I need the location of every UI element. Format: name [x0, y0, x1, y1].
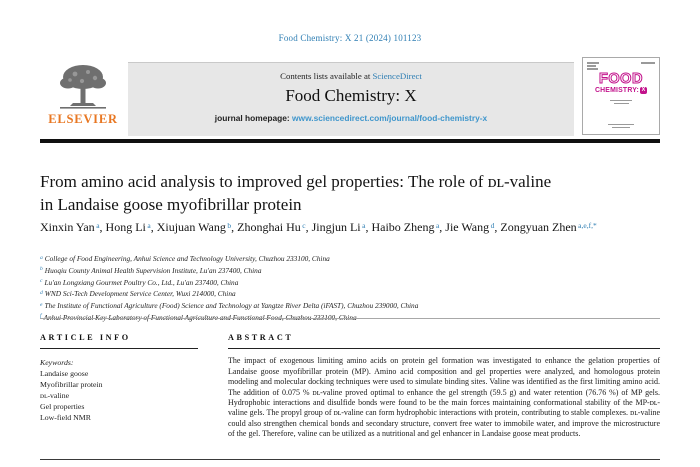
- affiliations-divider: [40, 318, 660, 319]
- homepage-line: journal homepage: www.sciencedirect.com/…: [128, 113, 574, 123]
- author: Zhonghai Hu c: [237, 220, 306, 234]
- cover-title-food: FOOD: [599, 71, 643, 87]
- affiliation-list: a College of Food Engineering, Anhui Scie…: [40, 254, 660, 325]
- author-list: Xinxin Yan a, Hong Li a, Xiujuan Wang b, Zh…: [40, 220, 597, 234]
- author: Haibo Zheng a: [371, 220, 440, 234]
- author: Zongyuan Zhen a,e,f,*: [500, 220, 597, 234]
- article-title-line1: From amino acid analysis to improved gel…: [40, 172, 552, 191]
- author: Xinxin Yan a: [40, 220, 100, 234]
- cover-x-badge: X: [640, 87, 648, 94]
- cover-issn-bar: [641, 62, 655, 65]
- contents-line: Contents lists available at ScienceDirec…: [128, 71, 574, 81]
- elsevier-tree-icon: [60, 65, 106, 109]
- journal-banner: Contents lists available at ScienceDirec…: [128, 62, 574, 136]
- author: Jingjun Li a: [311, 220, 366, 234]
- author-affiliation-superscript: a: [147, 220, 151, 230]
- cover-smalltext-bars: [587, 62, 599, 71]
- keyword-list: Landaise goose Myofibrillar protein ᴅʟ-val…: [40, 368, 198, 423]
- keywords-label: Keywords:: [40, 358, 74, 368]
- author-affiliation-superscript: a: [435, 220, 440, 230]
- elsevier-logo: ELSEVIER: [40, 62, 126, 136]
- article-title-line2: in Landaise goose myofibrillar protein: [40, 195, 302, 214]
- affiliation-superscript: e: [40, 301, 43, 308]
- author-affiliation-superscript: b: [227, 220, 232, 230]
- article-info-column: ARTICLE INFO Keywords: Landaise goose Myo…: [40, 333, 198, 440]
- affiliation-superscript: b: [40, 266, 43, 273]
- keyword-item: Low-field NMR: [40, 413, 91, 423]
- sciencedirect-link[interactable]: ScienceDirect: [372, 71, 422, 81]
- author-affiliation-superscript: a,e,f,*: [578, 220, 597, 230]
- homepage-label: journal homepage:: [214, 113, 290, 123]
- affiliation-superscript: d: [40, 289, 43, 296]
- keyword-item: Landaise goose: [40, 369, 89, 379]
- article-info-rule: [40, 348, 198, 350]
- affiliation-superscript: f: [40, 313, 42, 320]
- article-title: From amino acid analysis to improved gel…: [40, 170, 660, 216]
- author-affiliation-superscript: d: [490, 220, 495, 230]
- affiliation-superscript: a: [40, 254, 43, 261]
- abstract-text: The impact of exogenous limiting amino a…: [228, 356, 660, 439]
- cover-title-chemistry: CHEMISTRY: X: [594, 87, 648, 94]
- keyword-item: ᴅʟ-valine: [40, 391, 70, 401]
- author: Jie Wang d: [445, 220, 495, 234]
- affiliation-line: b Huoqiu County Animal Health Supervision…: [40, 265, 262, 275]
- keyword-item: Myofibrillar protein: [40, 380, 103, 390]
- contents-label: Contents lists available at: [280, 71, 371, 81]
- abstract-column: ABSTRACT The impact of exogenous limitin…: [228, 333, 660, 440]
- homepage-link[interactable]: www.sciencedirect.com/journal/food-chemi…: [292, 113, 488, 123]
- abstract-rule: [228, 348, 660, 350]
- info-abstract-section: ARTICLE INFO Keywords: Landaise goose Myo…: [40, 333, 660, 440]
- journal-cover-thumbnail: FOOD CHEMISTRY: X: [582, 57, 660, 135]
- affiliation-line: e The Institute of Functional Agriculture…: [40, 301, 419, 311]
- affiliation-line: d WND Sci-Tech Development Service Center…: [40, 289, 236, 299]
- keyword-item: Gel properties: [40, 402, 85, 412]
- journal-title: Food Chemistry: X: [285, 86, 417, 105]
- cover-footer-bars: [608, 124, 634, 129]
- affiliation-line: c Lu'an Longxiang Gourmet Poultry Co., Lt…: [40, 277, 239, 287]
- author-affiliation-superscript: c: [302, 220, 306, 230]
- article-info-heading: ARTICLE INFO: [40, 333, 131, 342]
- affiliation-line: a College of Food Engineering, Anhui Scie…: [40, 254, 330, 263]
- elsevier-wordmark: ELSEVIER: [48, 112, 118, 126]
- author-affiliation-superscript: a: [362, 220, 366, 230]
- masthead-divider: [40, 139, 660, 143]
- abstract-heading: ABSTRACT: [228, 333, 294, 342]
- page-citation: Food Chemistry: X 21 (2024) 101123: [278, 33, 422, 43]
- cover-editor-bars: [610, 100, 632, 104]
- author-affiliation-superscript: a: [96, 220, 100, 230]
- affiliation-line: fAnhui Provincial Key Laboratory of Func…: [40, 313, 660, 325]
- author: Xiujuan Wang b: [156, 220, 232, 234]
- affiliation-superscript: c: [40, 278, 43, 285]
- journal-masthead: ELSEVIER Contents lists available at Sci…: [40, 57, 660, 136]
- author: Hong Li a: [105, 220, 151, 234]
- page-bottom-divider: [40, 459, 660, 461]
